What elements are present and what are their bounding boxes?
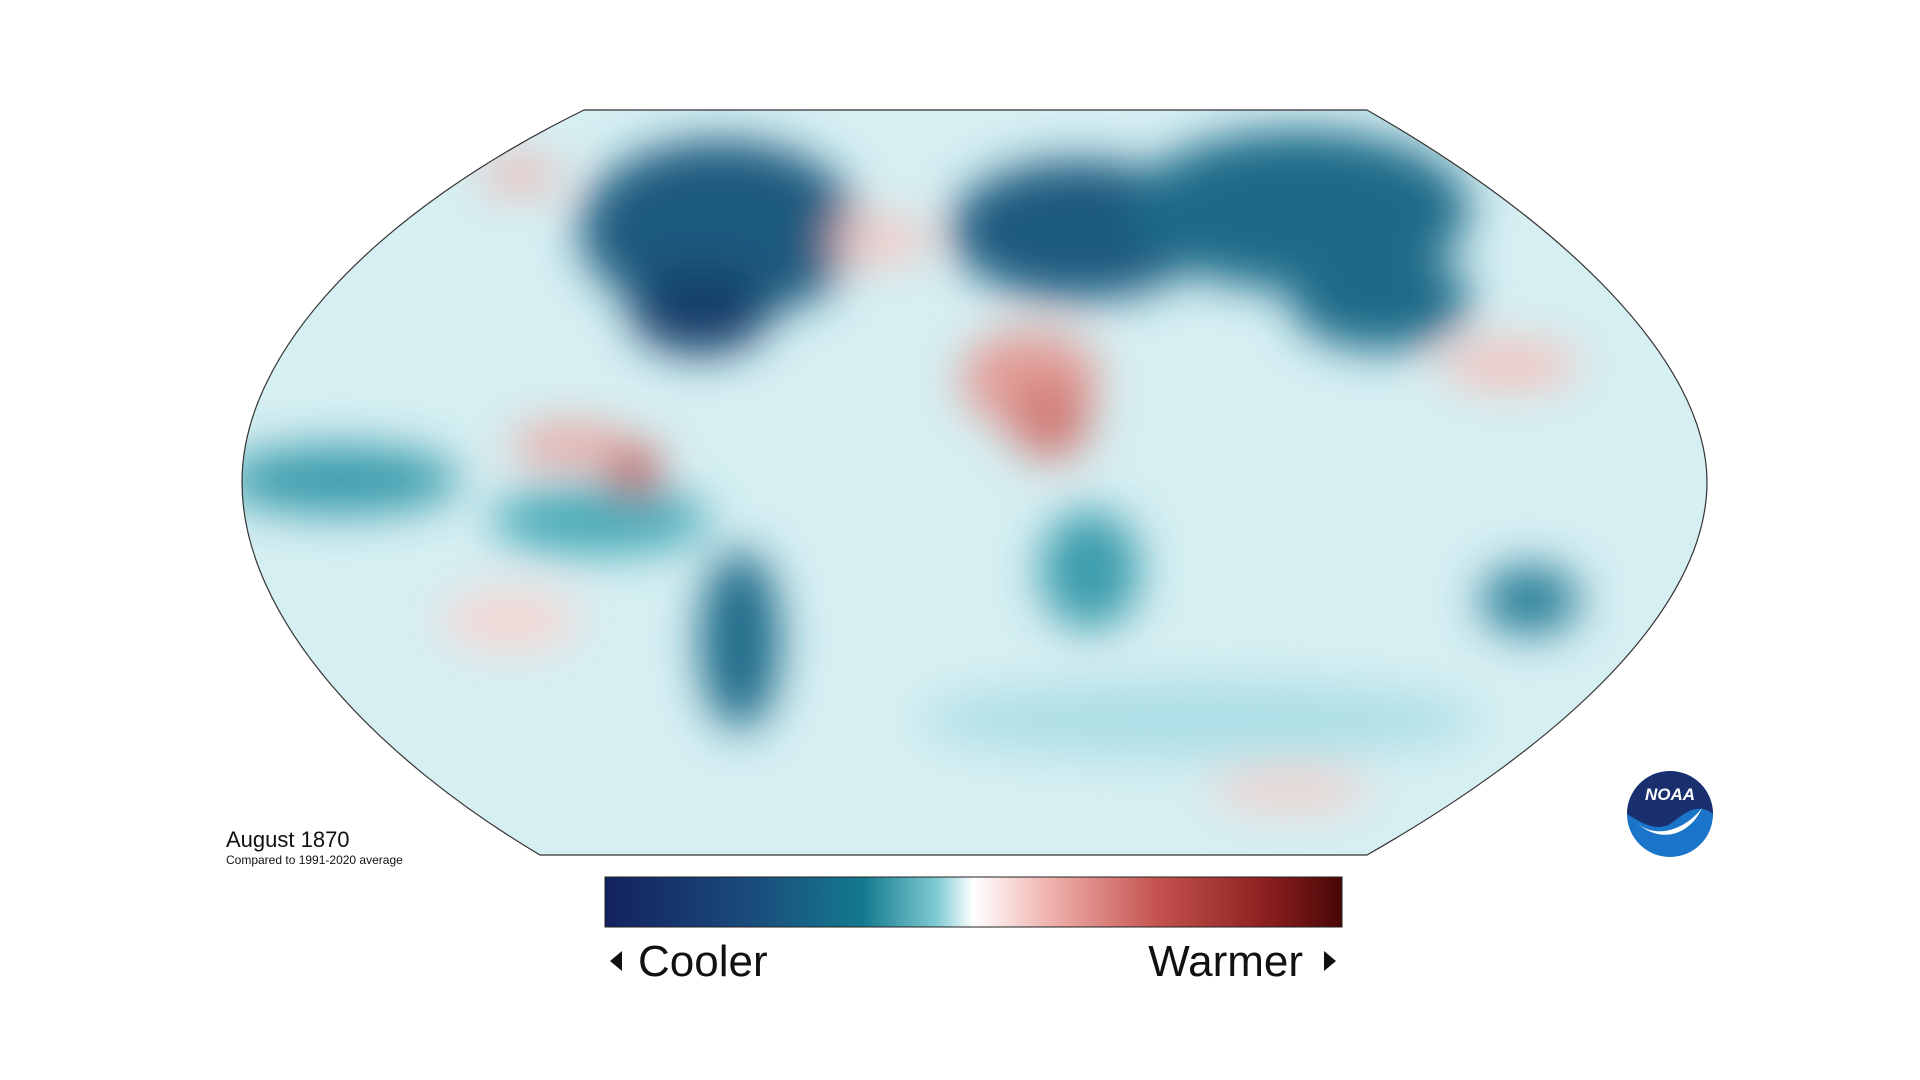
logo-bird — [1636, 808, 1702, 835]
color-bar — [604, 876, 1343, 928]
legend-low-label: Cooler — [638, 937, 768, 986]
anomaly-field — [242, 110, 1707, 855]
map-subtitle: Compared to 1991-2020 average — [226, 853, 403, 867]
logo-top — [1627, 771, 1713, 827]
logo-text: NOAA — [1645, 785, 1695, 804]
legend-high-label: Warmer — [1148, 937, 1303, 986]
map-title: August 1870 — [226, 827, 350, 852]
noaa-logo: NOAA — [1627, 771, 1713, 857]
map-outline — [241, 109, 1708, 856]
left-arrow — [610, 951, 622, 971]
map — [241, 109, 1708, 856]
legend: Cooler Warmer — [604, 876, 1343, 986]
right-arrow — [1324, 951, 1336, 971]
